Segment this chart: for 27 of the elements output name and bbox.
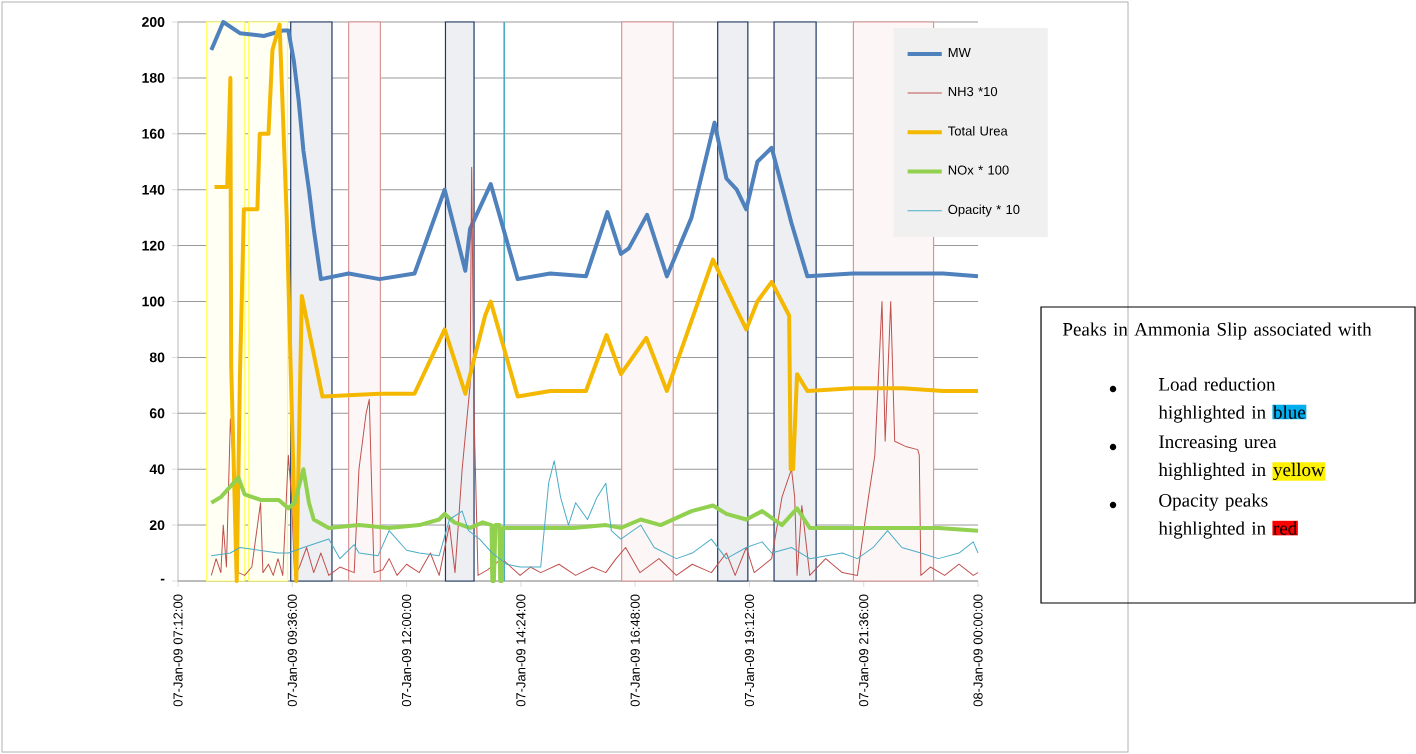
text: Peaks in Ammonia Slip associated with — [1062, 322, 1372, 340]
y-tick-label: 120 — [142, 240, 165, 251]
x-tick-label: 07-Jan-09 09:36:00 — [287, 594, 297, 707]
y-tick-label: 60 — [149, 408, 165, 419]
legend-label: Opacity * 10 — [948, 204, 1020, 217]
y-tick-label: 20 — [149, 520, 165, 531]
y-tick-label: 40 — [149, 464, 165, 475]
y-tick-label: 80 — [149, 352, 165, 363]
y-tick-label: 180 — [142, 72, 165, 83]
y-tick-label: - — [160, 578, 165, 581]
legend-label: NOx * 100 — [948, 165, 1009, 175]
x-tick-label: 07-Jan-09 07:12:00 — [173, 594, 183, 707]
text: Opacity peaks highlighted in — [1158, 493, 1268, 539]
y-tick-label: 100 — [142, 296, 165, 307]
y-tick-label: 160 — [142, 128, 165, 139]
x-tick-label: 08-Jan-09 00:00:00 — [973, 594, 983, 707]
legend-label: MW — [948, 47, 971, 57]
x-tick-label: 07-Jan-09 16:48:00 — [630, 594, 640, 707]
y-tick-label: 200 — [142, 17, 165, 27]
text: red — [1273, 521, 1298, 535]
legend-label: Total Urea — [948, 126, 1008, 136]
x-tick-label: 07-Jan-09 19:12:00 — [744, 594, 755, 707]
x-tick-label: 07-Jan-09 14:24:00 — [516, 594, 526, 707]
x-tick-label: 07-Jan-09 12:00:00 — [401, 594, 412, 707]
x-tick-label: 07-Jan-09 21:36:00 — [859, 594, 869, 707]
legend-label: NH3 *10 — [948, 86, 998, 97]
y-tick-label: 140 — [142, 184, 165, 195]
